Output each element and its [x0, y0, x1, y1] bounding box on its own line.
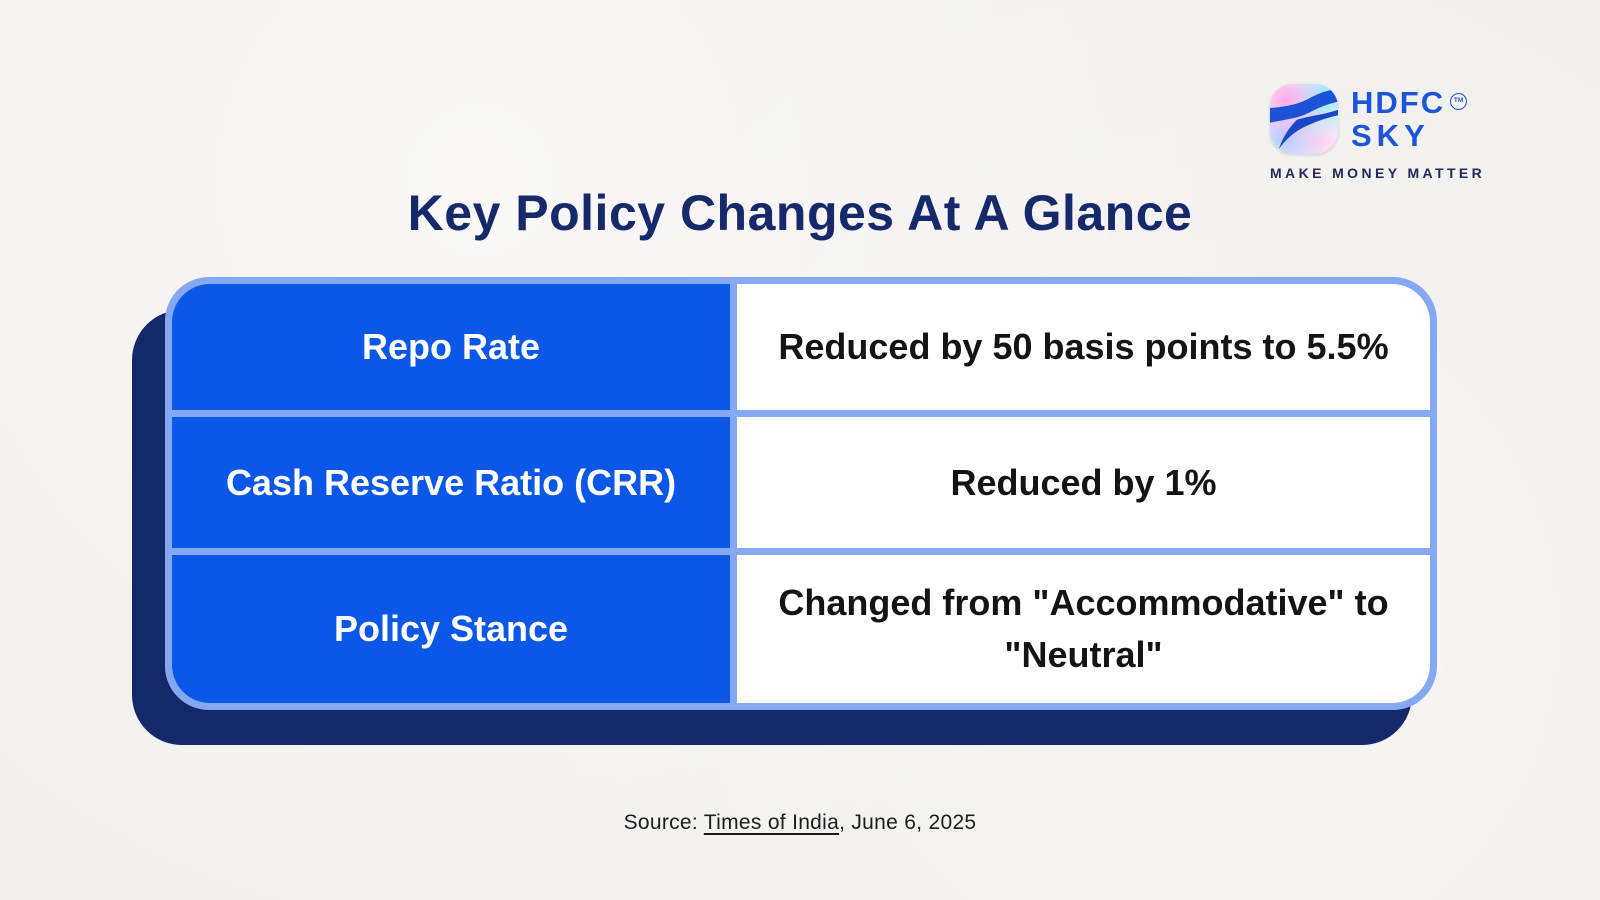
- brand-hdfc-text: HDFC: [1351, 84, 1446, 120]
- table-row-value-policy-stance: Changed from "Accommodative" to "Neutral…: [737, 555, 1430, 703]
- source-attribution: Source: Times of India, June 6, 2025: [0, 811, 1600, 835]
- source-suffix: , June 6, 2025: [839, 811, 977, 834]
- brand-line-2: SKY: [1351, 117, 1430, 153]
- brand-wordmark: HDFC TM SKY: [1351, 84, 1468, 153]
- source-prefix: Source:: [623, 811, 704, 834]
- table-row-label-policy-stance: Policy Stance: [172, 555, 730, 703]
- table-row-value-repo-rate: Reduced by 50 basis points to 5.5%: [737, 284, 1430, 410]
- logo-row: HDFC TM SKY: [1270, 84, 1492, 154]
- policy-changes-table: Repo Rate Reduced by 50 basis points to …: [165, 277, 1437, 710]
- table-row-label-repo-rate: Repo Rate: [172, 284, 730, 410]
- brand-tagline: MAKE MONEY MATTER: [1270, 165, 1486, 181]
- trademark-badge: TM: [1450, 92, 1468, 110]
- table-row-label-crr: Cash Reserve Ratio (CRR): [172, 417, 730, 548]
- hdfc-sky-logo: HDFC TM SKY MAKE MONEY MATTER: [1270, 84, 1492, 181]
- table-row-value-crr: Reduced by 1%: [737, 417, 1430, 548]
- brand-line-1: HDFC TM: [1351, 84, 1468, 121]
- page-title: Key Policy Changes At A Glance: [407, 184, 1193, 241]
- policy-stance-value-text: Changed from "Accommodative" to "Neutral…: [778, 581, 1389, 675]
- hdfc-sky-swoosh-icon: [1270, 84, 1338, 154]
- source-link[interactable]: Times of India: [703, 811, 840, 834]
